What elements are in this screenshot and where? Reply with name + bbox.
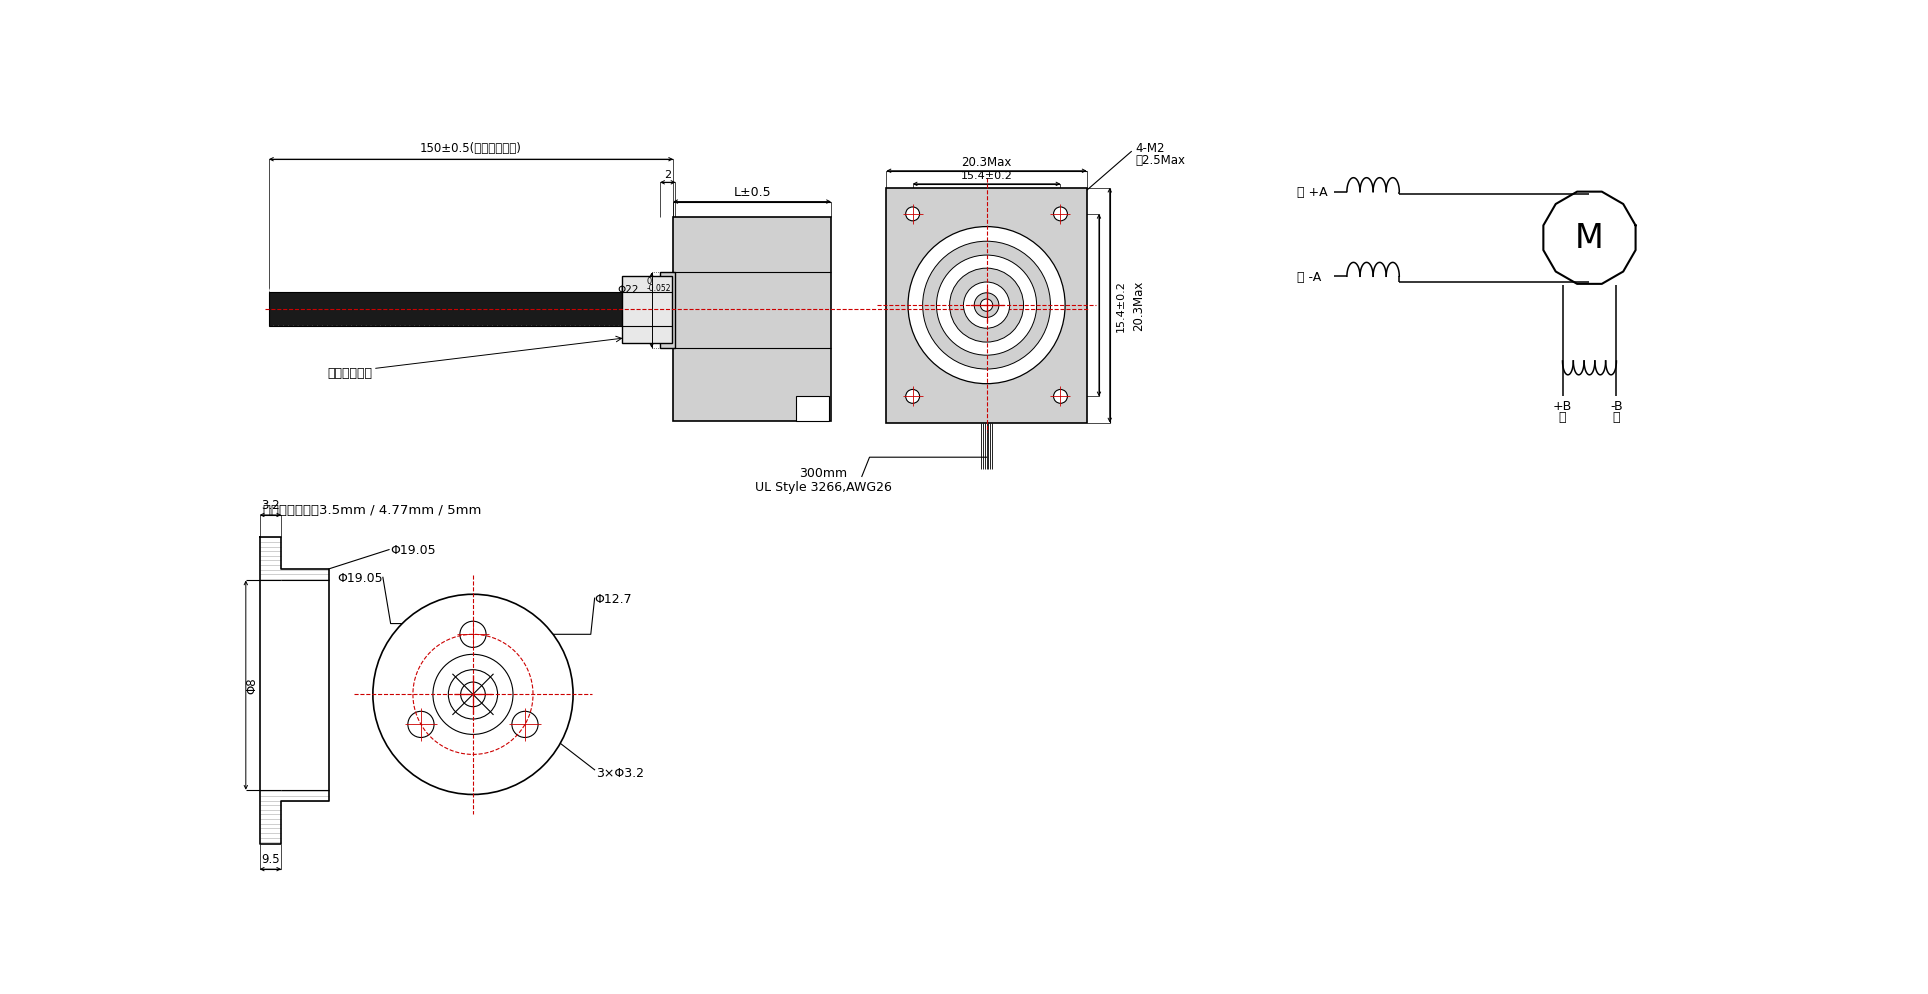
Bar	[887, 189, 1087, 423]
Circle shape	[951, 269, 1024, 343]
Text: 外部线性螺母: 外部线性螺母	[328, 367, 372, 380]
Text: M: M	[1575, 222, 1604, 255]
Circle shape	[937, 255, 1037, 356]
Text: 红 +A: 红 +A	[1298, 186, 1328, 199]
Text: 黑: 黑	[1612, 411, 1620, 423]
Text: 2: 2	[665, 170, 671, 180]
Circle shape	[1053, 390, 1068, 404]
Bar	[673, 218, 831, 421]
Circle shape	[964, 282, 1010, 329]
Text: 梯型丝杆直径：3.5mm / 4.77mm / 5mm: 梯型丝杆直径：3.5mm / 4.77mm / 5mm	[262, 504, 482, 517]
Text: 绿: 绿	[1558, 411, 1566, 423]
Text: 3×Φ3.2: 3×Φ3.2	[596, 766, 644, 779]
Text: 蓝 -A: 蓝 -A	[1298, 270, 1321, 283]
Circle shape	[906, 390, 920, 404]
Circle shape	[908, 228, 1064, 385]
Text: 淲2.5Max: 淲2.5Max	[1136, 154, 1186, 167]
Text: 20.3Max: 20.3Max	[962, 156, 1012, 169]
Text: 20.3Max: 20.3Max	[1132, 280, 1145, 331]
Text: Φ22: Φ22	[617, 285, 638, 295]
Bar	[268, 292, 657, 327]
Circle shape	[981, 299, 993, 312]
Text: 0: 0	[646, 276, 652, 285]
Text: 3.2: 3.2	[260, 499, 280, 512]
Bar	[796, 397, 829, 421]
Circle shape	[906, 208, 920, 222]
Text: Φ19.05: Φ19.05	[391, 544, 436, 557]
Circle shape	[461, 621, 486, 648]
Bar	[268, 292, 657, 327]
Circle shape	[1053, 208, 1068, 222]
Text: L±0.5: L±0.5	[733, 186, 771, 199]
Text: 9.5: 9.5	[260, 852, 280, 865]
Text: -0.052: -0.052	[646, 284, 671, 293]
Circle shape	[461, 682, 486, 707]
Circle shape	[409, 712, 434, 738]
Text: 300mm: 300mm	[800, 466, 848, 480]
Text: +B: +B	[1552, 400, 1571, 413]
Text: 15.4±0.2: 15.4±0.2	[1116, 280, 1126, 332]
Text: Φ12.7: Φ12.7	[594, 592, 632, 605]
Text: 4-M2: 4-M2	[1136, 142, 1165, 155]
Circle shape	[513, 712, 538, 738]
Bar	[659, 273, 675, 349]
Text: Φ19.05: Φ19.05	[337, 572, 382, 584]
Circle shape	[449, 670, 497, 720]
Text: -B: -B	[1610, 400, 1623, 413]
Bar	[621, 277, 671, 344]
Text: 150±0.5(可自定义长度): 150±0.5(可自定义长度)	[420, 142, 522, 155]
Circle shape	[924, 242, 1051, 370]
Circle shape	[434, 655, 513, 735]
Text: 15.4±0.2: 15.4±0.2	[960, 171, 1012, 181]
Circle shape	[372, 594, 573, 794]
Text: UL Style 3266,AWG26: UL Style 3266,AWG26	[756, 480, 893, 493]
Text: Φ8: Φ8	[245, 677, 258, 694]
Circle shape	[974, 293, 999, 318]
